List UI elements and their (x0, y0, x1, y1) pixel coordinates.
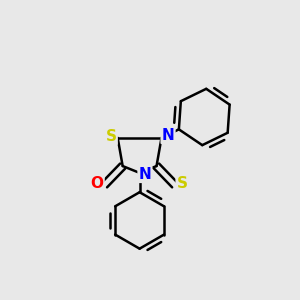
Text: N: N (139, 167, 151, 182)
Text: S: S (177, 176, 188, 191)
Text: S: S (106, 129, 117, 144)
Text: O: O (91, 176, 103, 191)
Text: N: N (162, 128, 174, 143)
